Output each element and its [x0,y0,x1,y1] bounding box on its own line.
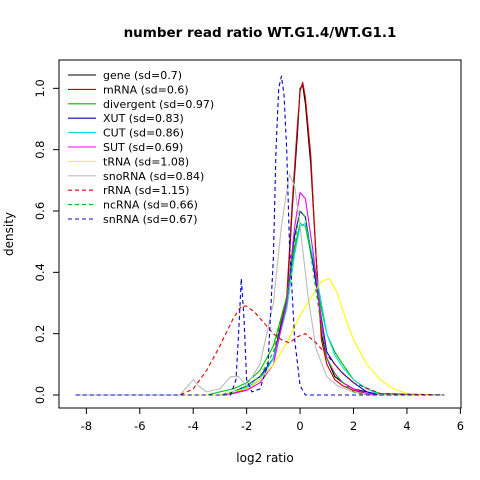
legend-label: XUT (sd=0.83) [103,112,184,125]
series-line-7 [75,173,445,396]
chart-title: number read ratio WT.G1.4/WT.G1.1 [124,25,397,41]
legend-label: snRNA (sd=0.67) [103,213,198,226]
x-tick-label: 6 [457,419,464,433]
legend-label: divergent (sd=0.97) [103,98,214,111]
legend-label: mRNA (sd=0.6) [103,83,189,96]
x-axis: -8 -6 -4 -2 0 2 4 6 [81,407,464,433]
x-tick-label: -4 [187,419,198,433]
x-tick-label: 4 [403,419,410,433]
x-tick-label: -6 [134,419,145,433]
y-tick-label: 0.0 [33,386,47,404]
x-axis-label: log2 ratio [236,451,293,465]
series-line-6 [75,277,445,396]
legend-label: snoRNA (sd=0.84) [103,170,204,183]
series-line-9 [75,210,445,396]
y-axis-label: density [2,212,16,256]
legend-label: ncRNA (sd=0.66) [103,199,198,212]
legend-label: rRNA (sd=1.15) [103,184,189,197]
series-line-4 [75,222,445,396]
x-tick-label: 0 [296,419,303,433]
y-tick-label: 0.8 [33,141,47,159]
y-tick-label: 0.4 [33,263,47,281]
series-line-8 [75,305,445,396]
legend-label: gene (sd=0.7) [103,69,182,82]
legend-label: SUT (sd=0.69) [103,141,183,154]
legend-label: tRNA (sd=1.08) [103,155,189,168]
legend-label: CUT (sd=0.86) [103,127,184,140]
y-tick-label: 0.6 [33,202,47,220]
legend: gene (sd=0.7)mRNA (sd=0.6) divergent (sd=… [68,69,214,226]
series-line-10 [75,75,445,396]
y-axis: 0.0 0.2 0.4 0.6 0.8 1.0 [33,79,60,404]
y-tick-label: 1.0 [33,79,47,97]
series-lines [75,75,445,396]
x-tick-label: -8 [81,419,92,433]
series-line-5 [75,192,445,396]
y-tick-label: 0.2 [33,325,47,343]
x-tick-label: -2 [241,419,252,433]
x-tick-label: 2 [350,419,357,433]
